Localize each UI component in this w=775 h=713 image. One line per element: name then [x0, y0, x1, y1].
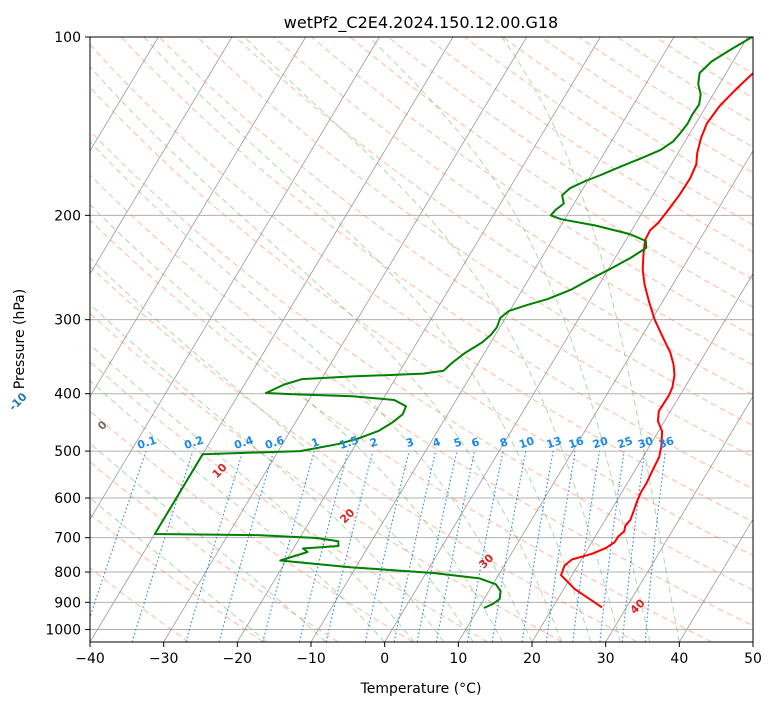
y-axis-label: Pressure (hPa): [12, 289, 28, 389]
x-tick-label: 50: [744, 651, 762, 667]
x-tick-label: −40: [75, 651, 105, 667]
x-tick-label: 30: [597, 651, 615, 667]
y-tick-label: 300: [54, 313, 81, 329]
y-tick-label: 400: [54, 387, 81, 403]
x-tick-label: 10: [449, 651, 467, 667]
x-tick-label: 0: [380, 651, 389, 667]
x-tick-label: −10: [296, 651, 326, 667]
chart-title: wetPf2_C2E4.2024.150.12.00.G18: [284, 13, 558, 33]
x-tick-label: 20: [523, 651, 541, 667]
y-tick-label: 600: [54, 491, 81, 507]
x-tick-label: −30: [149, 651, 179, 667]
x-tick-label: −20: [223, 651, 253, 667]
y-tick-label: 900: [54, 595, 81, 611]
y-tick-label: 100: [54, 30, 81, 46]
y-tick-label: 800: [54, 565, 81, 581]
y-tick-label: 500: [54, 444, 81, 460]
y-tick-label: 1000: [45, 622, 81, 638]
x-axis-label: Temperature (°C): [360, 681, 482, 697]
x-tick-label: 40: [670, 651, 688, 667]
y-tick-label: 700: [54, 531, 81, 547]
y-tick-label: 200: [54, 208, 81, 224]
